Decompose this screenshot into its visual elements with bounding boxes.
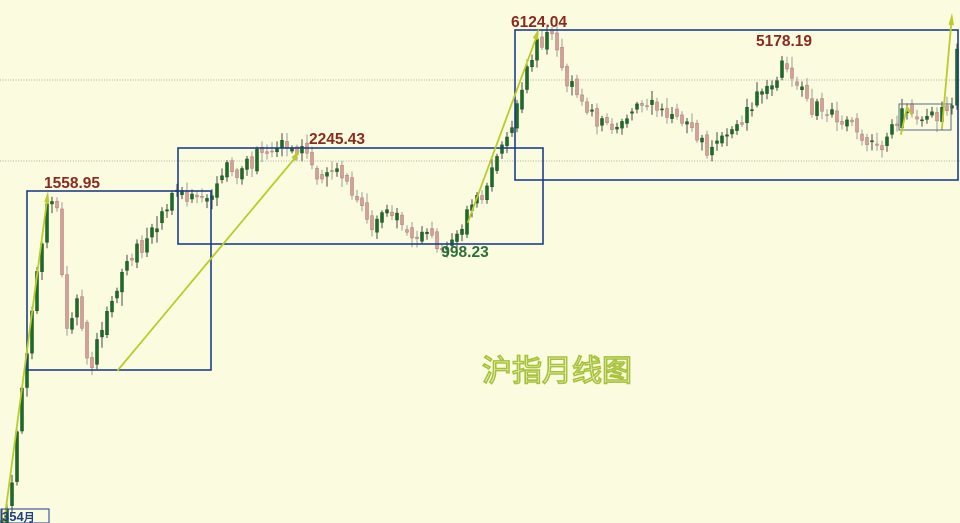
svg-text:1558.95: 1558.95: [44, 175, 100, 192]
svg-text:998.23: 998.23: [441, 244, 489, 261]
svg-text:354月: 354月: [2, 509, 35, 523]
svg-text:5178.19: 5178.19: [756, 33, 812, 50]
svg-text:6124.04: 6124.04: [511, 14, 567, 31]
svg-text:2245.43: 2245.43: [309, 131, 365, 148]
svg-text:沪指月线图: 沪指月线图: [482, 355, 632, 388]
